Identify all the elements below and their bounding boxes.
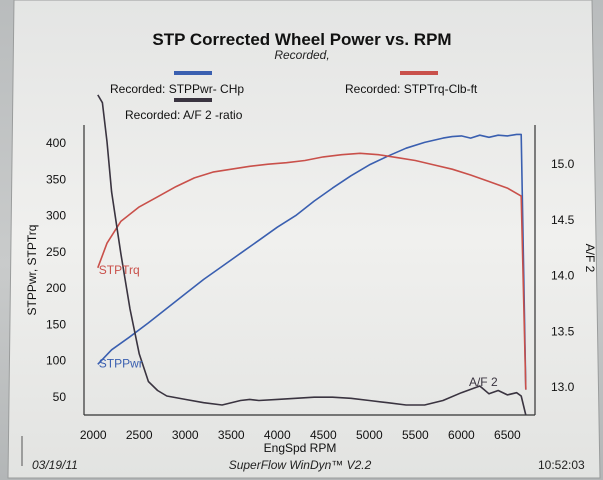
y-left-tick-label: 300 [46,209,66,223]
y-left-tick-label: 200 [46,281,66,295]
legend-label-power: Recorded: STPPwr- CHp [110,82,244,96]
x-tick-label: 5500 [402,428,429,442]
y-right-tick-label: 14.0 [551,269,575,283]
y-left-tick-label: 50 [53,390,67,404]
y-right-axis-label: A/F 2 [583,244,597,273]
footer-time: 10:52:03 [538,458,585,472]
x-axis-label: EngSpd RPM [264,441,337,455]
y-right-tick-label: 13.0 [551,380,575,394]
series-labels: STPPwr STPTrq A/F 2 [99,263,498,389]
legend: Recorded: STPPwr- CHp Recorded: STPTrq-C… [110,71,478,122]
y-left-axis-label: STPPwr, STPTrq [25,225,39,316]
y-left-tick-label: 350 [46,172,66,186]
series-line-stptrq [97,152,527,390]
x-tick-label: 2500 [126,428,153,442]
series-line-a-f-2 [97,94,527,416]
plot-frame [83,125,536,416]
x-ticks: 2000 2500 3000 3500 4000 4500 5000 5500 6000 6500 [80,428,521,442]
y-left-tick-label: 100 [46,354,66,368]
y-right-tick-label: 14.5 [551,213,575,227]
series-line-stppwr [97,133,527,390]
x-tick-label: 6000 [448,428,475,442]
y-right-ticks: 13.0 13.5 14.0 14.5 15.0 [551,157,575,394]
footer-software: SuperFlow WinDyn™ V2.2 [229,458,372,472]
x-tick-label: 3500 [218,428,245,442]
chart-subtitle: Recorded, [274,48,329,62]
y-left-tick-label: 150 [46,317,66,331]
footer-date: 03/19/11 [32,458,78,472]
y-right-tick-label: 15.0 [551,157,575,171]
y-left-tick-label: 400 [46,136,66,150]
legend-label-torque: Recorded: STPTrq-Clb-ft [345,82,478,96]
legend-label-af: Recorded: A/F 2 -ratio [125,108,243,122]
series-label-stppwr: STPPwr [99,356,143,370]
y-left-ticks: 50 100 150 200 250 300 350 400 [46,136,66,404]
chart-title: STP Corrected Wheel Power vs. RPM [152,30,451,49]
x-tick-label: 6500 [494,428,521,442]
x-tick-label: 4500 [310,428,337,442]
y-right-tick-label: 13.5 [551,324,575,338]
x-tick-label: 3000 [172,428,199,442]
paper-sheet [7,0,601,479]
series-layer [97,94,527,416]
series-label-stptrq: STPTrq [99,263,140,277]
x-tick-label: 4000 [264,428,291,442]
x-tick-label: 2000 [80,428,107,442]
series-label-a-f-2: A/F 2 [469,375,498,389]
x-tick-label: 5000 [356,428,383,442]
y-left-tick-label: 250 [46,245,66,259]
